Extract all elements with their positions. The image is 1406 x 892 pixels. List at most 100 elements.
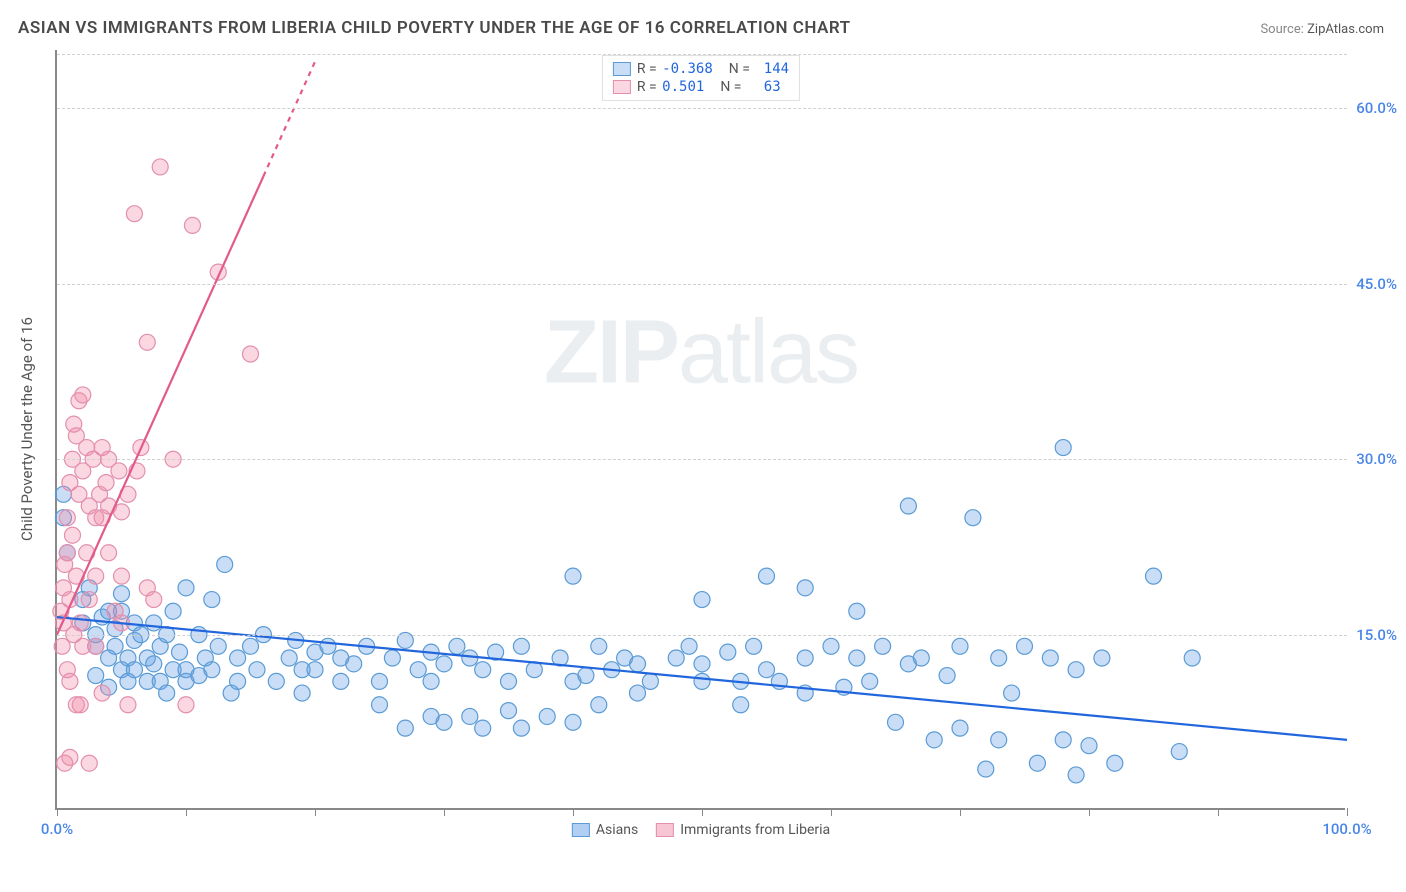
data-point [410, 662, 426, 678]
x-tick [57, 808, 58, 816]
data-point [114, 586, 130, 602]
data-point [1081, 738, 1097, 754]
data-point [926, 732, 942, 748]
data-point [630, 656, 646, 672]
x-tick [1218, 808, 1219, 816]
x-tick [573, 808, 574, 816]
data-point [88, 638, 104, 654]
data-point [101, 545, 117, 561]
y-tick-label: 45.0% [1356, 275, 1397, 293]
data-point [681, 638, 697, 654]
data-point [372, 673, 388, 689]
chart-title: ASIAN VS IMMIGRANTS FROM LIBERIA CHILD P… [18, 18, 851, 38]
data-point [333, 673, 349, 689]
data-point [146, 656, 162, 672]
y-tick-label: 60.0% [1356, 99, 1397, 117]
data-point [991, 650, 1007, 666]
data-point [978, 761, 994, 777]
data-point [139, 334, 155, 350]
x-tick [960, 808, 961, 816]
data-point [72, 615, 88, 631]
data-point [501, 673, 517, 689]
data-point [146, 615, 162, 631]
data-point [849, 603, 865, 619]
data-point [159, 685, 175, 701]
data-point [423, 673, 439, 689]
data-point [862, 673, 878, 689]
data-point [630, 685, 646, 701]
correlation-legend: R = -0.368N = 144R = 0.501N = 63 [602, 55, 800, 101]
data-point [178, 697, 194, 713]
legend-n: N = 144 [729, 61, 789, 77]
data-point [1094, 650, 1110, 666]
data-point [475, 662, 491, 678]
legend-label: Asians [596, 822, 638, 838]
data-point [1042, 650, 1058, 666]
legend-row: R = 0.501N = 63 [613, 78, 789, 96]
data-point [172, 644, 188, 660]
grid-line [57, 459, 1347, 460]
data-point [59, 545, 75, 561]
data-point [120, 697, 136, 713]
x-tick [444, 808, 445, 816]
data-point [146, 592, 162, 608]
data-point [204, 592, 220, 608]
data-point [165, 603, 181, 619]
x-tick [1347, 808, 1348, 816]
data-point [75, 387, 91, 403]
data-point [1029, 755, 1045, 771]
x-tick-label: 0.0% [41, 820, 73, 838]
data-point [565, 568, 581, 584]
chart-area: ZIPatlas Child Poverty Under the Age of … [55, 50, 1385, 840]
data-point [513, 638, 529, 654]
data-point [184, 217, 200, 233]
data-point [694, 656, 710, 672]
data-point [243, 346, 259, 362]
x-tick [186, 808, 187, 816]
data-point [281, 650, 297, 666]
legend-swatch [613, 80, 631, 94]
data-point [888, 714, 904, 730]
data-point [965, 510, 981, 526]
data-point [81, 755, 97, 771]
y-tick-label: 15.0% [1356, 626, 1397, 644]
data-point [72, 697, 88, 713]
x-tick [702, 808, 703, 816]
data-point [720, 644, 736, 660]
legend-swatch [572, 823, 590, 837]
data-point [126, 206, 142, 222]
series-legend: AsiansImmigrants from Liberia [572, 822, 830, 838]
data-point [565, 714, 581, 730]
data-point [578, 668, 594, 684]
data-point [900, 498, 916, 514]
data-point [436, 714, 452, 730]
x-tick-label: 100.0% [1322, 820, 1371, 838]
source-attribution: Source: ZipAtlas.com [1260, 22, 1384, 37]
data-point [462, 708, 478, 724]
data-point [913, 650, 929, 666]
source-value: ZipAtlas.com [1307, 22, 1384, 37]
data-point [1055, 440, 1071, 456]
data-point [217, 556, 233, 572]
data-point [111, 463, 127, 479]
data-point [991, 732, 1007, 748]
data-point [733, 697, 749, 713]
data-point [1055, 732, 1071, 748]
data-point [59, 510, 75, 526]
data-point [939, 668, 955, 684]
data-point [397, 720, 413, 736]
data-point [746, 638, 762, 654]
data-point [1171, 744, 1187, 760]
data-point [694, 592, 710, 608]
legend-row: R = -0.368N = 144 [613, 60, 789, 78]
data-point [642, 673, 658, 689]
grid-line [57, 54, 1347, 55]
trend-line-dashed [263, 62, 315, 177]
legend-item: Asians [572, 822, 638, 838]
data-point [88, 668, 104, 684]
x-tick [1089, 808, 1090, 816]
data-point [539, 708, 555, 724]
data-point [1146, 568, 1162, 584]
y-tick-label: 30.0% [1356, 450, 1397, 468]
y-axis-label: Child Poverty Under the Age of 16 [18, 317, 36, 541]
